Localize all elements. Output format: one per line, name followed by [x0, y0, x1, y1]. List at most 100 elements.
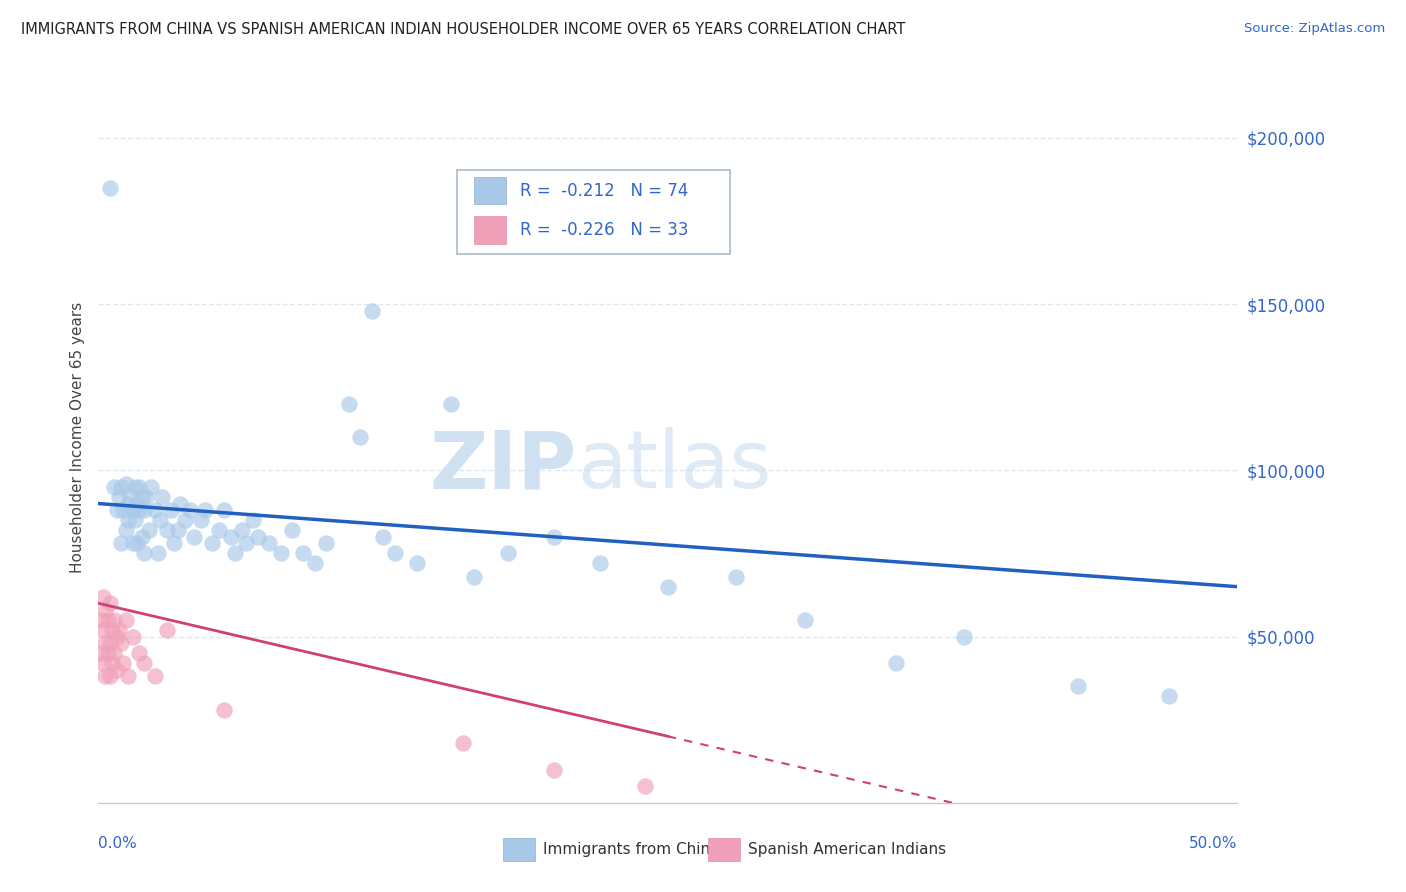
Point: [101, 623, 124, 637]
Point: [91, 656, 114, 670]
Point: [463, 570, 485, 584]
Point: [179, 503, 201, 517]
Point: [112, 503, 135, 517]
Point: [292, 546, 315, 560]
Point: [371, 530, 394, 544]
Point: [124, 480, 146, 494]
Point: [259, 536, 281, 550]
Text: Spanish American Indians: Spanish American Indians: [748, 842, 946, 857]
Point: [132, 503, 155, 517]
Point: [145, 669, 167, 683]
Point: [131, 490, 153, 504]
Point: [156, 523, 179, 537]
Point: [337, 397, 360, 411]
Point: [304, 557, 326, 571]
Point: [90, 613, 112, 627]
Point: [212, 503, 235, 517]
Bar: [474, 177, 506, 204]
Point: [128, 646, 150, 660]
Point: [96, 613, 118, 627]
Point: [183, 530, 205, 544]
Point: [117, 669, 139, 683]
Point: [105, 503, 128, 517]
Point: [246, 530, 269, 544]
Point: [349, 430, 371, 444]
Text: IMMIGRANTS FROM CHINA VS SPANISH AMERICAN INDIAN HOUSEHOLDER INCOME OVER 65 YEAR: IMMIGRANTS FROM CHINA VS SPANISH AMERICA…: [21, 22, 905, 37]
Point: [112, 656, 135, 670]
Text: atlas: atlas: [576, 427, 770, 506]
Point: [98, 669, 121, 683]
Point: [103, 480, 125, 494]
Point: [174, 513, 197, 527]
Point: [384, 546, 406, 560]
Point: [96, 646, 118, 660]
Point: [138, 523, 160, 537]
Point: [103, 613, 125, 627]
Text: ZIP: ZIP: [429, 427, 576, 506]
Text: R =  -0.226   N = 33: R = -0.226 N = 33: [520, 221, 689, 239]
Point: [167, 523, 190, 537]
Point: [124, 513, 146, 527]
Point: [588, 557, 610, 571]
Point: [121, 503, 143, 517]
Point: [114, 613, 136, 627]
Point: [105, 663, 128, 677]
Point: [160, 503, 183, 517]
Point: [156, 623, 179, 637]
Point: [793, 613, 815, 627]
Point: [1067, 680, 1090, 694]
FancyBboxPatch shape: [457, 170, 731, 254]
Point: [219, 530, 242, 544]
Point: [150, 490, 173, 504]
Point: [231, 523, 253, 537]
Point: [94, 603, 117, 617]
Point: [657, 580, 679, 594]
Point: [440, 397, 463, 411]
Point: [117, 513, 139, 527]
Point: [953, 630, 976, 644]
Point: [884, 656, 907, 670]
Point: [146, 546, 169, 560]
Point: [139, 480, 162, 494]
Point: [634, 779, 657, 793]
Point: [224, 546, 246, 560]
Point: [208, 523, 231, 537]
Point: [169, 497, 191, 511]
Text: 0.0%: 0.0%: [98, 836, 138, 851]
Point: [1157, 690, 1180, 704]
Point: [135, 490, 157, 504]
Point: [110, 480, 132, 494]
Point: [110, 536, 132, 550]
Point: [94, 669, 117, 683]
Point: [127, 497, 149, 511]
Point: [194, 503, 217, 517]
Bar: [503, 838, 534, 862]
Point: [98, 596, 121, 610]
Point: [91, 623, 114, 637]
Text: Source: ZipAtlas.com: Source: ZipAtlas.com: [1244, 22, 1385, 36]
Point: [212, 703, 235, 717]
Point: [103, 646, 125, 660]
Point: [127, 536, 149, 550]
Point: [131, 530, 153, 544]
Point: [406, 557, 429, 571]
Point: [162, 536, 184, 550]
Point: [498, 546, 520, 560]
Point: [101, 656, 124, 670]
Point: [360, 303, 382, 318]
Point: [91, 590, 114, 604]
Point: [315, 536, 337, 550]
Point: [108, 490, 131, 504]
Point: [543, 530, 565, 544]
Point: [114, 476, 136, 491]
Text: Immigrants from China: Immigrants from China: [543, 842, 718, 857]
Point: [128, 503, 150, 517]
Bar: [474, 216, 506, 244]
Text: R =  -0.212   N = 74: R = -0.212 N = 74: [520, 182, 688, 200]
Point: [128, 480, 150, 494]
Point: [121, 536, 143, 550]
Point: [543, 763, 565, 777]
Point: [121, 630, 143, 644]
Point: [98, 636, 121, 650]
Point: [242, 513, 264, 527]
